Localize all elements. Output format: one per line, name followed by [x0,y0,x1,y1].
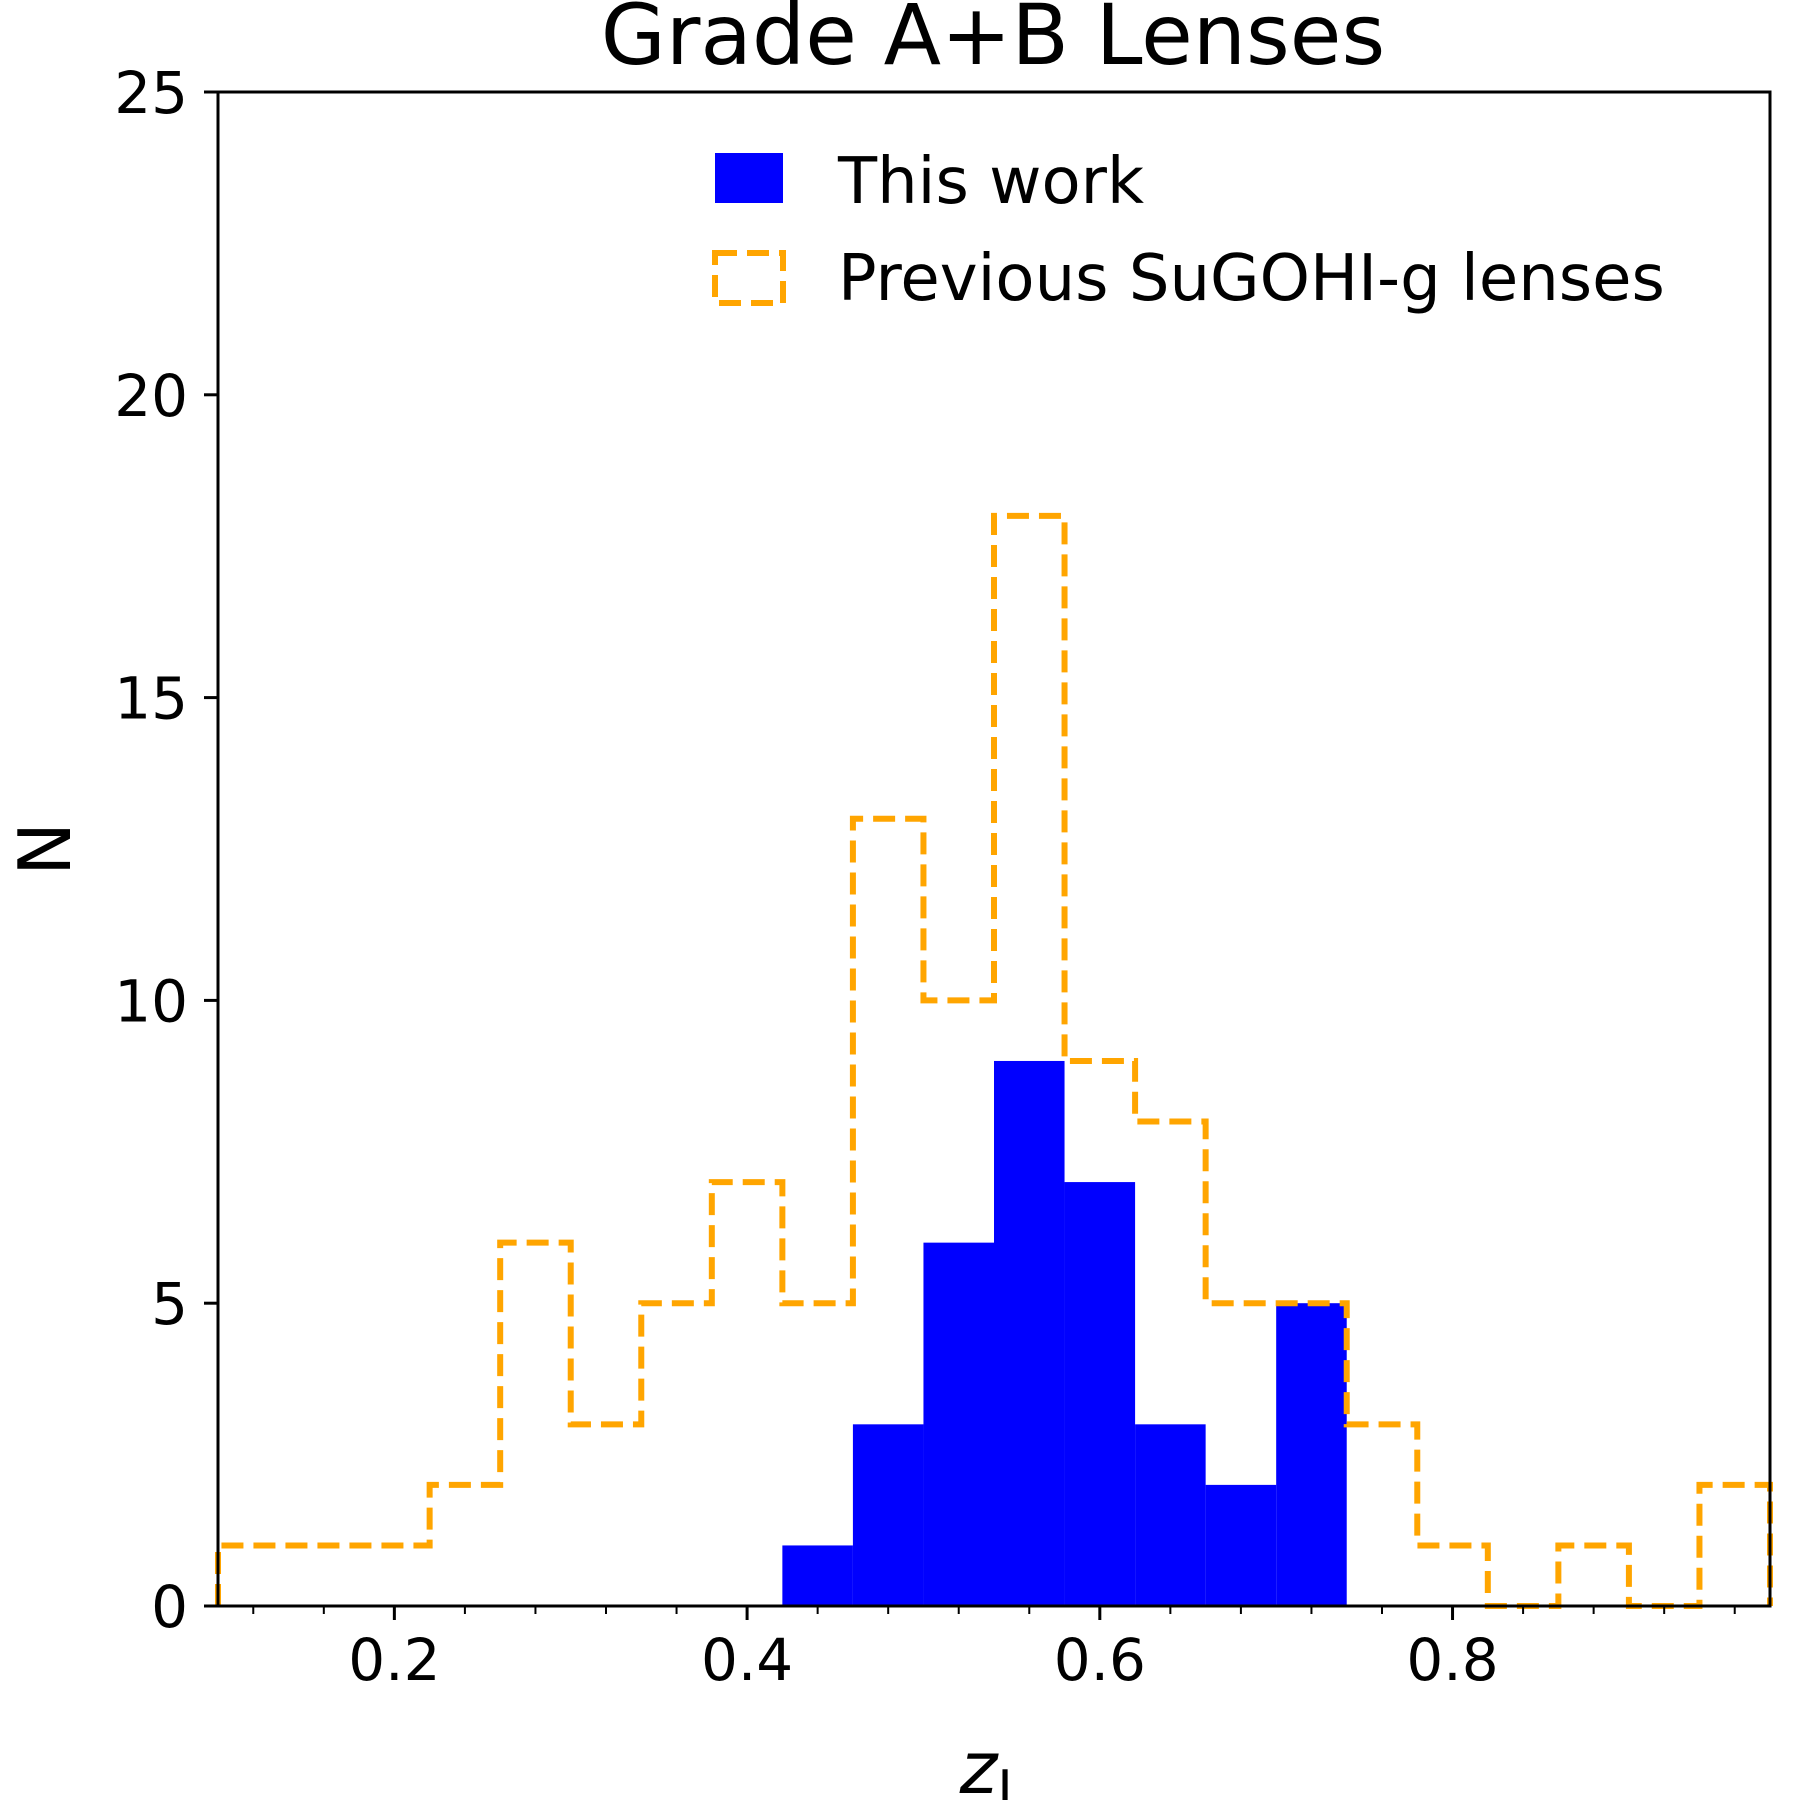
x-tick-label-1: 0.4 [701,1626,793,1694]
x-tick-label-2: 0.6 [1054,1626,1146,1694]
y-axis-label: N [3,822,87,876]
x-tick-label-3: 0.8 [1406,1626,1498,1694]
bar-this-work-6 [1205,1484,1277,1606]
legend-label-previous: Previous SuGOHI-g lenses [838,242,1665,316]
legend-swatch-previous [712,250,786,306]
legend-swatch-this-work [715,153,783,203]
bar-this-work-3 [994,1060,1065,1606]
y-tick-label-4: 20 [114,362,188,430]
bar-this-work-5 [1135,1424,1206,1606]
y-tick-label-1: 5 [151,1270,188,1338]
x-axis-label: zL [959,1726,1027,1800]
bar-this-work-1 [852,1424,924,1606]
y-tick-label-3: 15 [114,665,188,733]
y-tick-label-5: 25 [114,59,188,127]
plot-frame [216,90,1772,1608]
chart-title: Grade A+B Lenses [601,0,1385,84]
x-axis-ticks: 0.2 0.4 0.6 0.8 [252,1606,1736,1694]
y-axis-ticks: 0 5 10 15 20 25 [114,59,218,1641]
filled-histogram-bars [782,1060,1347,1606]
y-tick-label-0: 0 [151,1573,188,1641]
bar-this-work-2 [923,1242,994,1606]
x-axis-label-main: z [959,1726,1000,1800]
bar-this-work-7 [1276,1303,1347,1606]
x-axis-label-subscript: L [997,1760,1026,1800]
legend-label-this-work: This work [837,145,1144,219]
x-tick-label-0: 0.2 [348,1626,440,1694]
y-tick-label-2: 10 [114,967,188,1035]
legend: This work Previous SuGOHI-g lenses [712,145,1665,316]
bar-this-work-0 [782,1545,853,1606]
bar-this-work-4 [1064,1182,1136,1606]
